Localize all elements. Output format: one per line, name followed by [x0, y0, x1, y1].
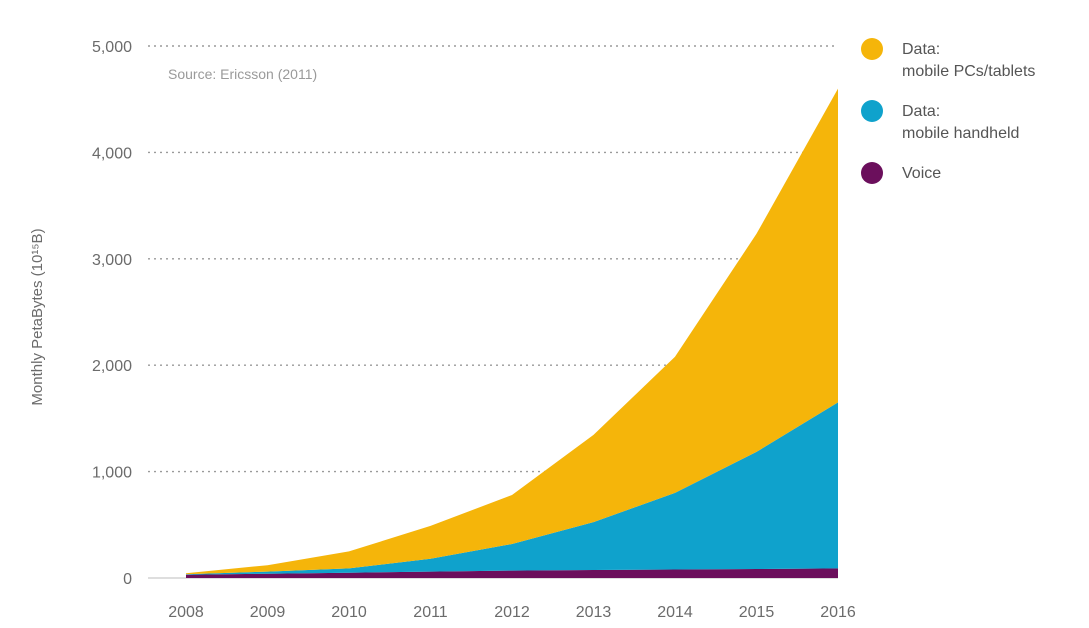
x-tick-label-2014: 2014 — [657, 604, 693, 621]
legend: Data: mobile PCs/tablets Data: mobile handh… — [861, 38, 1035, 184]
y-tick-label-0: 0 — [123, 571, 132, 588]
x-tick-label-2009: 2009 — [250, 604, 286, 621]
area-voice — [186, 568, 838, 578]
y-tick-label-1000: 1,000 — [92, 465, 132, 482]
legend-label-voice-0: Voice — [902, 165, 941, 182]
area-data-mobile-pcs-tablets — [186, 88, 838, 575]
legend-label-data-mobile-handheld-1: mobile handheld — [902, 125, 1019, 142]
y-tick-label-5000: 5,000 — [92, 39, 132, 56]
source-note: Source: Ericsson (2011) — [168, 66, 317, 82]
series-areas — [186, 88, 838, 578]
x-tick-label-2013: 2013 — [576, 604, 612, 621]
x-tick-label-2011: 2011 — [413, 604, 448, 621]
y-axis: 0 1,000 2,000 3,000 4,000 5,000 — [92, 39, 132, 588]
y-tick-label-4000: 4,000 — [92, 145, 132, 162]
legend-label-data-mobile-handheld-0: Data: — [902, 103, 940, 120]
x-tick-label-2015: 2015 — [739, 604, 775, 621]
legend-swatch-data-mobile-pcs-tablets — [861, 38, 883, 60]
legend-swatch-data-mobile-handheld — [861, 100, 883, 122]
x-tick-label-2008: 2008 — [168, 604, 204, 621]
legend-swatch-voice — [861, 162, 883, 184]
x-tick-label-2012: 2012 — [494, 604, 530, 621]
legend-label-data-mobile-pcs-tablets-0: Data: — [902, 41, 940, 58]
x-tick-label-2010: 2010 — [331, 604, 367, 621]
area-data-mobile-handheld — [186, 402, 838, 575]
legend-label-data-mobile-pcs-tablets-1: mobile PCs/tablets — [902, 63, 1035, 80]
y-tick-label-2000: 2,000 — [92, 358, 132, 375]
y-axis-title: Monthly PetaBytes (10¹⁵B) — [29, 228, 46, 405]
x-tick-label-2016: 2016 — [820, 604, 856, 621]
y-tick-label-3000: 3,000 — [92, 252, 132, 269]
x-axis: 2008 2009 2010 2011 2012 2013 2014 2015 2016 — [168, 604, 856, 621]
